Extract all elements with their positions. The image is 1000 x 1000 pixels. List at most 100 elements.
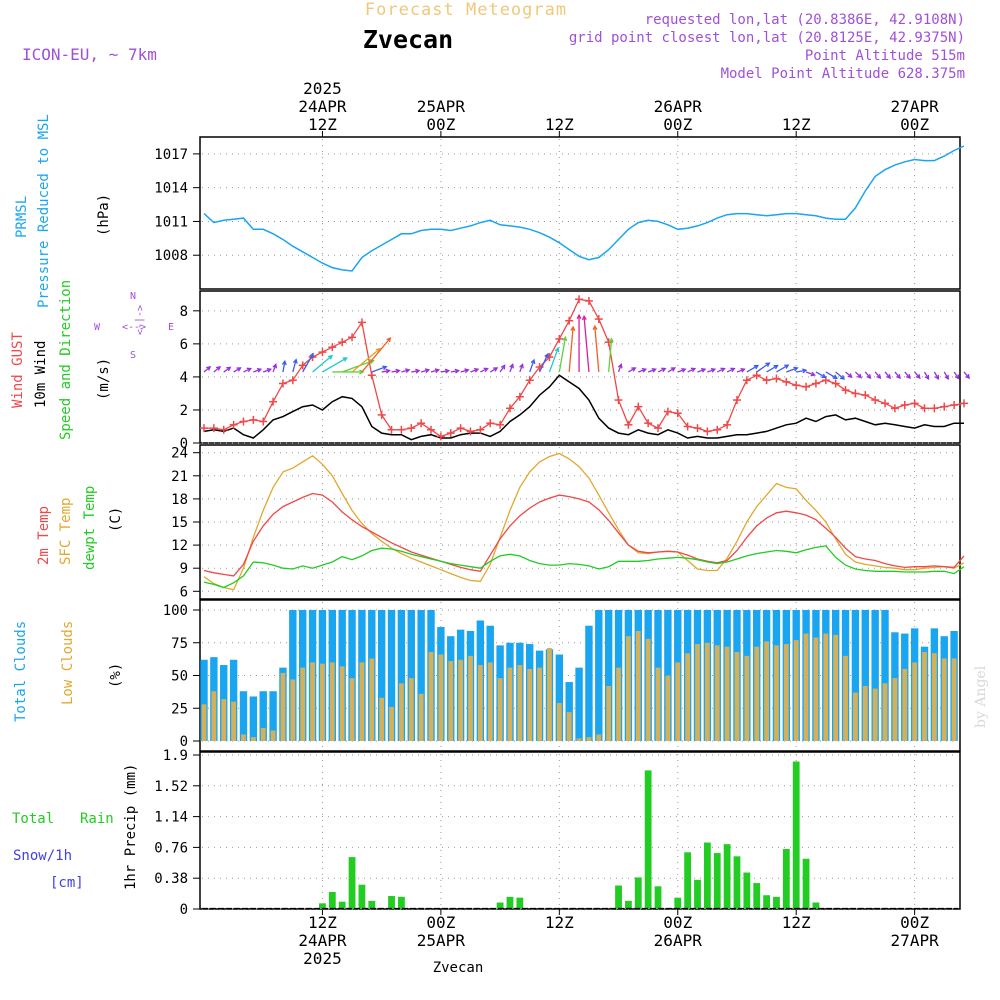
ytick-label: 12 <box>171 538 188 554</box>
wind-arrow-head <box>215 365 222 371</box>
wind-arrow-head <box>876 374 882 380</box>
wind-gust-label: Wind GUST <box>10 332 26 408</box>
wind-arrow-head <box>272 363 278 369</box>
total-clouds-bar <box>397 610 406 741</box>
bottom-time-label: 12Z <box>545 913 574 932</box>
low-clouds-bar <box>635 630 641 741</box>
low-clouds-bar <box>556 703 562 741</box>
wind-arrow-head <box>519 363 524 369</box>
total-clouds-bar <box>575 667 583 741</box>
pressure-line <box>203 145 965 272</box>
top-time-label: 2025 <box>303 79 342 98</box>
wind-arrow-head <box>236 367 242 372</box>
bottom-time-label: 27APR <box>891 931 940 950</box>
wind-direction-arrow <box>282 361 286 373</box>
wind-arrow-head <box>896 374 901 380</box>
wind-arrow-head <box>544 352 549 358</box>
temp-sfc-label: SFC Temp <box>58 498 74 565</box>
wind-direction-arrow <box>594 326 600 373</box>
rain-bar <box>723 844 731 909</box>
wind-arrow-head <box>554 346 560 353</box>
wind-direction-arrow <box>558 337 567 373</box>
low-clouds-bar <box>774 645 779 741</box>
wind-direction-arrow <box>529 359 535 373</box>
rain-bar <box>644 770 652 909</box>
low-clouds-bar <box>616 667 621 741</box>
total-clouds-bar <box>417 610 425 741</box>
rain-bar <box>319 903 326 909</box>
wind-direction-arrow <box>538 353 549 373</box>
wind-direction-arrow <box>825 371 838 379</box>
wind-arrow-head <box>661 367 667 373</box>
wind-arrow-head <box>810 371 816 377</box>
low-clouds-bar <box>408 678 414 741</box>
low-clouds-bar <box>438 654 444 741</box>
location-title: Zvecan <box>363 25 453 54</box>
low-clouds-bar <box>586 737 592 741</box>
low-clouds-bar <box>783 644 789 741</box>
ytick-label: 1011 <box>154 214 188 230</box>
wind-plot <box>200 295 971 441</box>
wind-direction-arrow <box>361 337 391 373</box>
wind-direction-arrow <box>322 357 348 373</box>
rain-bar <box>398 896 405 909</box>
sfc-temp-line <box>203 452 965 591</box>
rain-bar <box>368 900 376 909</box>
low-clouds-bar <box>626 636 631 741</box>
bottom-time-label: 26APR <box>654 931 703 950</box>
total-clouds-bar <box>229 659 238 741</box>
top-time-label: 12Z <box>545 115 574 134</box>
wind-direction-arrow <box>351 348 381 373</box>
top-time-label: 25APR <box>417 97 466 116</box>
wind-arrow-head <box>651 367 657 373</box>
ytick-label: 1.14 <box>154 810 188 826</box>
low-clouds-bar <box>902 668 908 741</box>
wind-arrow-head <box>730 367 736 373</box>
wind-arrow-head <box>369 359 375 364</box>
temp-unit: (C) <box>108 507 124 532</box>
low-clouds-bar <box>547 647 552 741</box>
wind-arrow-head <box>720 367 726 373</box>
top-time-label: 24APR <box>298 97 347 116</box>
precip-panel <box>199 751 961 910</box>
wind-arrow-head <box>281 359 287 366</box>
top-time-label: 27APR <box>891 97 940 116</box>
ytick-label: 0 <box>180 902 188 918</box>
rain-bar <box>516 897 524 909</box>
low-clouds-bar <box>300 667 306 741</box>
low-clouds-label: Low Clouds <box>60 621 76 705</box>
total-clouds-bar <box>348 610 356 741</box>
wind-arrow-head <box>206 365 212 371</box>
wind-arrow-head <box>386 337 392 343</box>
low-clouds-bar <box>606 685 612 741</box>
wind-arrow-head <box>670 367 676 372</box>
total-clouds-bar <box>289 610 297 741</box>
low-clouds-bar <box>912 662 918 741</box>
low-clouds-bar <box>290 679 296 741</box>
low-clouds-bar <box>823 633 829 741</box>
low-clouds-bar <box>221 699 227 741</box>
ytick-label: 75 <box>171 636 188 652</box>
rain-bar <box>694 879 701 909</box>
wind-direction-arrow <box>608 338 613 373</box>
wind-arrow-head <box>509 363 514 369</box>
model-label: ICON-EU, ~ 7km <box>22 45 157 64</box>
low-clouds-bar <box>320 663 325 741</box>
wind-arrow-head <box>266 367 273 373</box>
low-clouds-bar <box>448 661 454 741</box>
top-time-label: 12Z <box>308 115 337 134</box>
wind-gust-line <box>204 298 965 438</box>
wind-arrow-head <box>464 368 470 374</box>
bottom-time-label: 00Z <box>900 913 929 932</box>
wind-arrow-head <box>483 367 489 373</box>
wind-arrow-head <box>690 367 697 373</box>
wind-arrow-head <box>246 367 252 373</box>
low-clouds-bar <box>379 697 385 741</box>
low-clouds-bar <box>704 642 710 741</box>
wind-arrow-head <box>405 368 411 374</box>
low-clouds-bar <box>793 640 799 741</box>
top-time-label: 00Z <box>900 115 929 134</box>
total-clouds-bar <box>259 691 267 741</box>
low-clouds-bar <box>389 706 394 741</box>
